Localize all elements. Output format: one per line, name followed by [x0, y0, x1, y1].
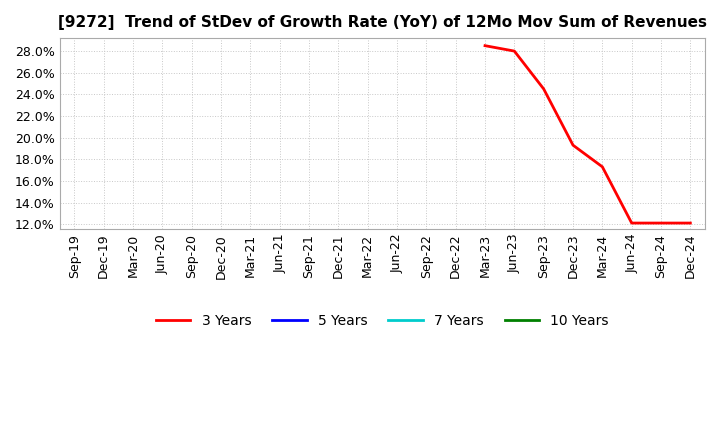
3 Years: [539, 86, 548, 92]
3 Years: [598, 164, 607, 169]
Line: 3 Years: 3 Years: [485, 46, 690, 223]
Title: [9272]  Trend of StDev of Growth Rate (YoY) of 12Mo Mov Sum of Revenues: [9272] Trend of StDev of Growth Rate (Yo…: [58, 15, 707, 30]
3 Years: [481, 43, 490, 48]
3 Years: [627, 220, 636, 226]
3 Years: [569, 143, 577, 148]
3 Years: [657, 220, 665, 226]
3 Years: [686, 220, 695, 226]
Legend: 3 Years, 5 Years, 7 Years, 10 Years: 3 Years, 5 Years, 7 Years, 10 Years: [150, 308, 615, 334]
3 Years: [510, 48, 518, 54]
